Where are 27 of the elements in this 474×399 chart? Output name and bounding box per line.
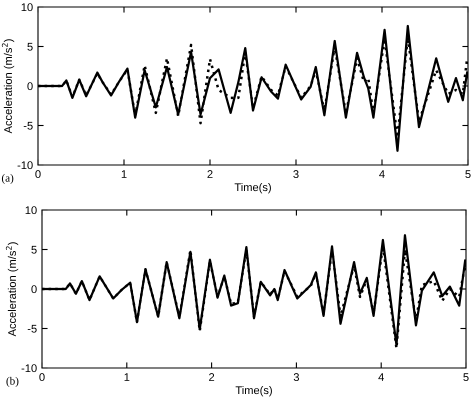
y-axis-title: Acceleration (m/s$^{2}$) bbox=[6, 242, 18, 336]
text: (b) bbox=[6, 376, 18, 387]
x-tick-label: 1 bbox=[124, 373, 130, 381]
x-tick-label: 4 bbox=[379, 170, 385, 178]
y-tick-label: -5 bbox=[28, 324, 37, 333]
y-tick-label: 0 bbox=[31, 285, 37, 294]
x-tick-label: 5 bbox=[465, 170, 471, 178]
y-axis-title: Acceleration (m/s$^{2}$) bbox=[2, 39, 14, 134]
y-tick-label: -10 bbox=[22, 364, 37, 372]
x-axis-title: Time(s) bbox=[236, 386, 272, 396]
x-tick-label: 5 bbox=[463, 373, 469, 382]
x-tick-label: 2 bbox=[209, 373, 214, 381]
text: (a) bbox=[2, 174, 14, 184]
x-tick-label: 2 bbox=[207, 170, 213, 178]
y-tick-label: -10 bbox=[18, 161, 33, 170]
x-tick-label: 0 bbox=[39, 373, 45, 382]
x-tick-label: 4 bbox=[378, 373, 384, 381]
y-tick-label: -5 bbox=[24, 122, 33, 130]
y-tick-label: 5 bbox=[31, 246, 37, 254]
y-tick-label: 10 bbox=[22, 3, 33, 12]
y-tick-label: 0 bbox=[27, 82, 33, 90]
x-axis-title: Time(s) bbox=[234, 182, 271, 194]
y-tick-label: 5 bbox=[27, 42, 33, 51]
y-tick-label: 10 bbox=[26, 206, 37, 214]
x-tick-label: 3 bbox=[293, 170, 299, 178]
x-tick-label: 3 bbox=[294, 373, 299, 382]
x-tick-label: 1 bbox=[122, 170, 127, 178]
